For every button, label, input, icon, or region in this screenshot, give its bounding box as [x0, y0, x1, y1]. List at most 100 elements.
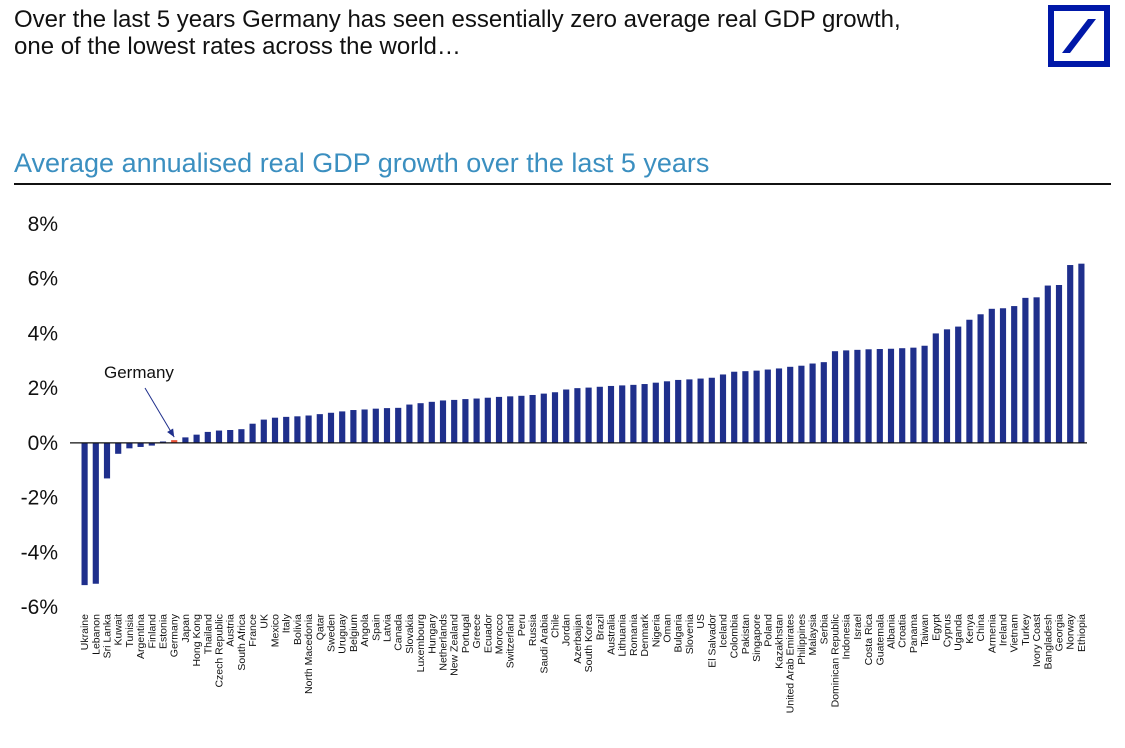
bar-china: [977, 314, 984, 443]
bar-bulgaria: [675, 379, 682, 443]
x-tick-label: Romania: [628, 614, 640, 656]
bar-sri-lanka: [103, 442, 111, 479]
bar-north-macedonia: [305, 415, 312, 443]
x-tick-label: Estonia: [158, 614, 170, 649]
x-tick-label: Ukraine: [79, 614, 91, 650]
bar-united-arab-emirates: [787, 366, 794, 443]
annotation-label: Germany: [104, 363, 174, 382]
bar-el-salvador: [708, 377, 715, 443]
bar-slovakia: [406, 404, 413, 443]
bar-mexico: [271, 417, 279, 443]
bar-ireland: [999, 308, 1007, 443]
x-tick-label: Uruguay: [337, 613, 349, 653]
bar-cyprus: [943, 329, 951, 443]
x-tick-label: Belgium: [348, 614, 360, 652]
bar-israel: [854, 349, 861, 443]
bar-luxembourg: [417, 403, 424, 443]
headline-line-1: Over the last 5 years Germany has seen e…: [14, 6, 901, 33]
bar-japan: [182, 437, 189, 443]
x-tick-label: Philippines: [796, 614, 808, 665]
bar-uk: [260, 419, 267, 443]
x-tick-label: Mexico: [270, 614, 282, 647]
x-tick-label: Hungary: [426, 613, 438, 653]
x-tick-label: Lithuania: [617, 614, 629, 657]
bar-kazakhstan: [775, 368, 783, 443]
x-tick-label: Angola: [359, 614, 371, 647]
x-tick-label: Bolivia: [292, 614, 304, 645]
bar-netherlands: [439, 400, 447, 443]
x-tick-label: Pakistan: [740, 614, 752, 654]
x-tick-label: Ethiopia: [1076, 614, 1088, 652]
bars: [81, 263, 1085, 586]
x-tick-label: Nigeria: [650, 614, 662, 647]
x-tick-label: Argentina: [135, 614, 147, 659]
x-tick-label: Chile: [550, 614, 562, 638]
x-tick-label: South Korea: [583, 614, 595, 673]
x-tick-label: South Africa: [236, 614, 248, 671]
bar-croatia: [899, 348, 906, 443]
bar-lithuania: [619, 385, 626, 443]
bar-serbia: [820, 362, 827, 443]
bar-ivory-coast: [1033, 297, 1040, 443]
bar-colombia: [731, 371, 738, 443]
bar-angola: [361, 409, 368, 443]
bar-belgium: [350, 410, 357, 443]
y-tick-label: -2%: [21, 487, 58, 510]
x-tick-label: Singapore: [751, 614, 763, 662]
bar-latvia: [383, 408, 391, 443]
bar-chile: [551, 392, 559, 443]
y-tick-label: 4%: [28, 322, 58, 345]
bar-poland: [764, 369, 771, 443]
bar-canada: [395, 407, 402, 443]
x-tick-label: Spain: [370, 614, 382, 641]
bar-australia: [607, 385, 615, 443]
bar-armenia: [988, 308, 995, 443]
y-axis: 8% 6% 4% 2% 0% -2% -4% -6%: [21, 213, 58, 619]
bar-singapore: [753, 370, 760, 443]
x-tick-label: Netherlands: [438, 614, 450, 671]
x-tick-label: Georgia: [1054, 614, 1066, 652]
x-tick-label: Dominican Republic: [830, 614, 842, 707]
x-tick-label: Malaysia: [807, 614, 819, 656]
x-tick-label: Colombia: [729, 614, 741, 659]
x-tick-label: Greece: [471, 614, 483, 649]
x-tick-label: Morocco: [494, 614, 506, 654]
bar-turkey: [1022, 297, 1029, 443]
x-tick-label: Switzerland: [505, 614, 517, 668]
bar-italy: [283, 416, 290, 443]
x-tick-label: United Arab Emirates: [785, 614, 797, 713]
bar-sweden: [327, 412, 335, 443]
x-tick-label: Oman: [662, 614, 674, 643]
bar-norway: [1067, 265, 1074, 443]
bar-peru: [518, 395, 525, 443]
bar-uruguay: [339, 411, 346, 443]
bar-taiwan: [921, 345, 928, 443]
x-tick-label: Panama: [908, 614, 920, 653]
x-tick-label: Canada: [393, 614, 405, 651]
annotation-arrow-line: [144, 387, 175, 438]
bar-estonia: [159, 441, 167, 443]
x-tick-label: France: [247, 614, 259, 647]
bar-malaysia: [809, 363, 816, 443]
bar-lebanon: [92, 442, 99, 584]
bar-finland: [148, 442, 155, 446]
bar-thailand: [204, 431, 211, 443]
x-tick-label: Israel: [852, 614, 864, 640]
x-tick-label: Italy: [281, 613, 293, 633]
y-tick-label: -6%: [21, 596, 58, 619]
bar-switzerland: [507, 396, 514, 443]
bar-spain: [372, 408, 379, 443]
bar-france: [249, 423, 256, 443]
bar-jordan: [563, 389, 570, 443]
x-tick-label: Thailand: [202, 614, 214, 654]
bar-hong-kong: [193, 434, 200, 443]
x-tick-label: Slovakia: [404, 614, 416, 654]
x-tick-label: Bangladesh: [1042, 614, 1054, 670]
x-tick-label: Portugal: [460, 614, 472, 653]
headline: Over the last 5 years Germany has seen e…: [14, 6, 1014, 60]
x-tick-label: Hong Kong: [191, 614, 203, 667]
x-tick-label: Japan: [180, 614, 192, 643]
bar-saudi-arabia: [540, 393, 547, 443]
x-tick-label: Poland: [762, 614, 774, 647]
x-tick-label: Australia: [606, 614, 618, 655]
